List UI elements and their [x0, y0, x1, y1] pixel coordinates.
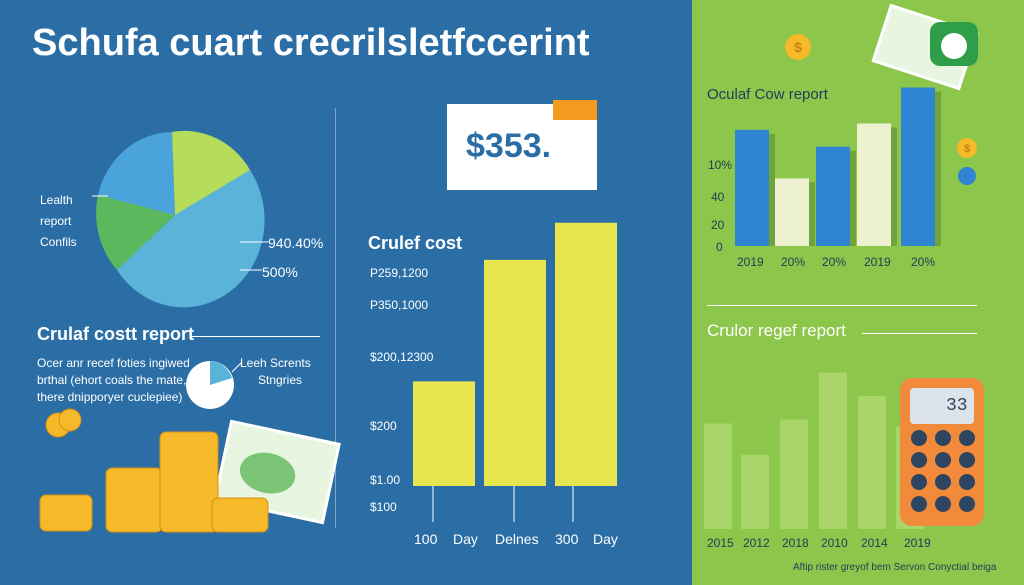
- right-bottom-xtick-1: 2015: [707, 536, 734, 550]
- calculator-icon: [900, 378, 984, 526]
- middle-ytick-5: $1.00: [370, 473, 401, 487]
- right-top-ytick-2: 40: [711, 190, 725, 204]
- right-bottom-chart-title: Crulor regef report: [707, 321, 846, 340]
- bar-side-4: [891, 127, 897, 246]
- pie-label-1: Lealth: [40, 193, 73, 207]
- middle-ytick-1: P259,1200: [370, 266, 429, 280]
- right-top-ytick-4: 0: [716, 240, 723, 254]
- middle-chart-title: Crulef cost: [368, 233, 463, 253]
- bar-5: [858, 396, 886, 529]
- bar-side-5: [935, 91, 941, 246]
- pie-slice-light-blue: [117, 170, 265, 308]
- right-bottom-xtick-3: 2018: [782, 536, 809, 550]
- pie-value-label-2: 500%: [262, 264, 298, 280]
- middle-ytick-2: P350,1000: [370, 298, 429, 312]
- calculator-display: 33: [946, 396, 968, 416]
- right-top-xtick-1: 2019: [737, 255, 764, 269]
- pie-slice-lime: [172, 130, 250, 215]
- right-bottom-title-rule: [862, 333, 977, 334]
- right-top-xtick-2: 20%: [781, 255, 806, 269]
- bar-3: [484, 259, 546, 486]
- right-bottom-xtick-6: 2019: [904, 536, 931, 550]
- middle-xtick-5: Day: [593, 531, 618, 547]
- right-bottom-xtick-2: 2012: [743, 536, 770, 550]
- middle-ytick-6: $100: [370, 500, 397, 514]
- middle-ytick-3: $200,12300: [370, 350, 434, 364]
- svg-text:$: $: [794, 39, 802, 55]
- left-section-text-2: brthal (ehort coals the mate,: [37, 373, 187, 387]
- left-section-text-3: there dnipporyer cuclepiee): [37, 390, 183, 404]
- left-section-rule: [190, 336, 320, 337]
- pie-label-3: Confils: [40, 235, 77, 249]
- price-value: $353.: [466, 127, 552, 165]
- price-card-tab: [553, 100, 597, 120]
- right-top-ytick-3: 20: [711, 218, 725, 232]
- pie-value-label-1: 940.40%: [268, 235, 324, 251]
- bar-side-1: [769, 133, 775, 246]
- bar-4: [819, 372, 847, 529]
- mini-pie-label-1: Leeh Scrents: [240, 356, 311, 370]
- middle-xtick-3: Delnes: [495, 531, 539, 547]
- mini-pie-chart: [186, 361, 243, 409]
- middle-ytick-4: $200: [370, 419, 397, 433]
- bar-5: [901, 87, 935, 246]
- bar-2: [775, 178, 809, 246]
- right-top-xtick-3: 20%: [822, 255, 847, 269]
- right-top-chart-title: Oculaf Cow report: [707, 86, 828, 103]
- money-bill-icon: [213, 419, 341, 525]
- svg-text:$: $: [964, 143, 970, 155]
- left-section-text-1: Ocer anr recef foties ingiwed: [37, 356, 190, 370]
- left-section-title: Crulaf costt report: [37, 324, 195, 344]
- bar-3: [780, 419, 808, 529]
- bar-1: [704, 423, 732, 529]
- bar-2: [741, 454, 769, 529]
- bar-side-3: [850, 150, 856, 246]
- right-bottom-xtick-5: 2014: [861, 536, 888, 550]
- pie-label-2: report: [40, 214, 72, 228]
- panel-divider: [335, 108, 336, 528]
- mini-pie-label-2: Stngries: [258, 373, 303, 387]
- right-bottom-xtick-4: 2010: [821, 536, 848, 550]
- middle-xtick-2: Day: [453, 531, 478, 547]
- right-top-xtick-5: 20%: [911, 255, 936, 269]
- right-top-ytick-1: 10%: [708, 158, 733, 172]
- money-bill-right-icon: [871, 3, 979, 91]
- right-divider: [707, 305, 977, 306]
- pie-slice-blue: [98, 132, 175, 215]
- dollar-coin-small-icon: $: [957, 138, 977, 158]
- middle-xtick-4: 300: [555, 531, 579, 547]
- dollar-coin-icon: $: [785, 34, 811, 60]
- bar-side-2: [809, 182, 815, 246]
- bar-1: [735, 129, 769, 246]
- coin-stacks-icon: [39, 408, 269, 533]
- bar-4: [555, 222, 617, 486]
- bar-3: [816, 146, 850, 246]
- middle-xtick-1: 100: [414, 531, 438, 547]
- pie-slice-green: [96, 190, 175, 270]
- page-title: Schufa cuart crecrilsletfccerint: [32, 22, 590, 64]
- bar-4: [857, 123, 891, 246]
- footer-text: Aftip rister greyof bem Servon Conyctial…: [793, 562, 997, 573]
- blue-dot-icon: [958, 167, 976, 185]
- bar-1: [413, 381, 475, 486]
- right-top-xtick-4: 2019: [864, 255, 891, 269]
